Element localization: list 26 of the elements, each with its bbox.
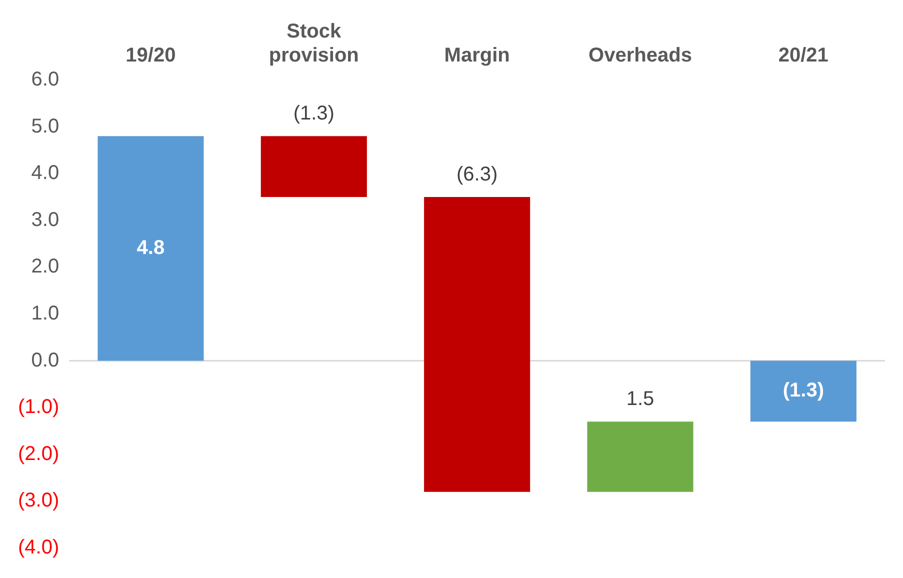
data-label: (6.3): [456, 164, 498, 186]
x-tick-label: Stock provision: [268, 20, 359, 67]
x-tick-label: Margin: [444, 44, 510, 67]
bar: [587, 422, 694, 492]
y-tick-label: 2.0: [31, 256, 60, 278]
y-tick-label: (1.0): [18, 396, 60, 418]
y-tick-label: 3.0: [31, 208, 60, 231]
x-tick-label: 19/20: [126, 44, 176, 67]
y-tick-label: 1.0: [31, 302, 60, 325]
bar: [424, 197, 530, 492]
bar: [750, 360, 856, 422]
data-label: 4.8: [136, 236, 165, 259]
data-label: (1.3): [782, 380, 824, 402]
bar: [98, 136, 204, 361]
y-tick-label: 4.0: [31, 162, 60, 184]
data-label: (1.3): [293, 102, 334, 125]
y-tick-label: 6.0: [31, 68, 60, 91]
y-tick-label: (3.0): [18, 490, 60, 512]
y-tick-label: (2.0): [18, 442, 60, 465]
x-tick-label: Overheads: [588, 44, 692, 67]
bar: [260, 136, 367, 197]
y-tick-label: 5.0: [31, 115, 60, 138]
y-tick-label: 0.0: [31, 349, 60, 372]
data-label: 1.5: [626, 388, 654, 410]
y-tick-label: (4.0): [18, 536, 60, 559]
x-tick-label: 20/21: [778, 44, 828, 67]
